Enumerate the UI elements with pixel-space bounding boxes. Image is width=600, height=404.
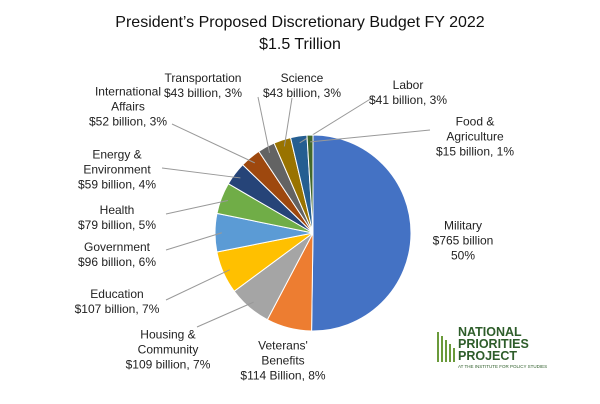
data-label: International Affairs $52 billion, 3% (89, 85, 167, 130)
category-label: Veterans' Benefits (258, 338, 308, 368)
value-label: $114 Billion, 8% (240, 368, 326, 383)
value-label: $59 billion, 4% (77, 177, 157, 192)
category-label: International Affairs (94, 84, 162, 114)
data-label: Energy & Environment $59 billion, 4% (78, 148, 156, 193)
category-label: Labor (392, 78, 424, 92)
value-label: $43 billion, 3% (262, 86, 342, 100)
data-label: Education $107 billion, 7% (75, 287, 160, 317)
value-label: $79 billion, 5% (77, 218, 157, 232)
value-label: $765 billion 50% (432, 233, 494, 263)
value-label: $107 billion, 7% (74, 302, 160, 316)
data-label: Labor $41 billion, 3% (369, 78, 447, 108)
data-label: Science $43 billion, 3% (263, 71, 341, 101)
chart-title: President’s Proposed Discretionary Budge… (115, 14, 485, 31)
leader-line (171, 123, 255, 164)
logo: NATIONAL PRIORITIES PROJECT AT THE INSTI… (436, 326, 586, 369)
data-label: Military $765 billion 50% (433, 219, 494, 264)
logo-tagline: AT THE INSTITUTE FOR POLICY STUDIES (458, 364, 548, 369)
data-label: Veterans' Benefits $114 Billion, 8% (240, 339, 325, 384)
leader-line (283, 97, 293, 147)
logo-icon (437, 332, 455, 362)
leader-line (165, 232, 223, 251)
value-label: $41 billion, 3% (368, 93, 448, 107)
chart-subtitle: $1.5 Trillion (259, 36, 341, 53)
logo-line: PRIORITIES (458, 337, 529, 351)
data-label: Food & Agriculture $15 billion, 1% (436, 115, 514, 160)
logo-line: PROJECT (458, 349, 518, 363)
category-label: Government (83, 240, 151, 254)
category-label: Science (280, 71, 324, 85)
data-label: Transportation $43 billion, 3% (164, 71, 242, 101)
leader-line (161, 167, 241, 179)
leader-line (310, 129, 431, 143)
leader-line (196, 301, 254, 328)
value-label: $52 billion, 3% (88, 114, 168, 129)
category-label: Health (99, 203, 135, 217)
category-label: Energy & Environment (83, 147, 151, 177)
category-label: Housing & Community (137, 327, 199, 357)
category-label: Military (444, 218, 482, 233)
leader-line (165, 269, 230, 301)
value-label: $96 billion, 6% (77, 255, 157, 269)
leader-line (257, 96, 271, 153)
category-label: Food & Agriculture (446, 114, 504, 144)
value-label: $43 billion, 3% (163, 86, 243, 100)
data-label: Health $79 billion, 5% (78, 203, 156, 233)
data-label: Government $96 billion, 6% (78, 240, 156, 270)
data-label: Housing & Community $109 billion, 7% (126, 328, 211, 373)
category-label: Education (90, 287, 144, 301)
value-label: $109 billion, 7% (125, 357, 211, 372)
category-label: Transportation (164, 71, 242, 85)
value-label: $15 billion, 1% (435, 144, 515, 159)
pie-slice (311, 134, 412, 332)
leader-line (165, 200, 228, 215)
pie-slice (306, 134, 314, 234)
logo-line: NATIONAL (458, 325, 522, 339)
